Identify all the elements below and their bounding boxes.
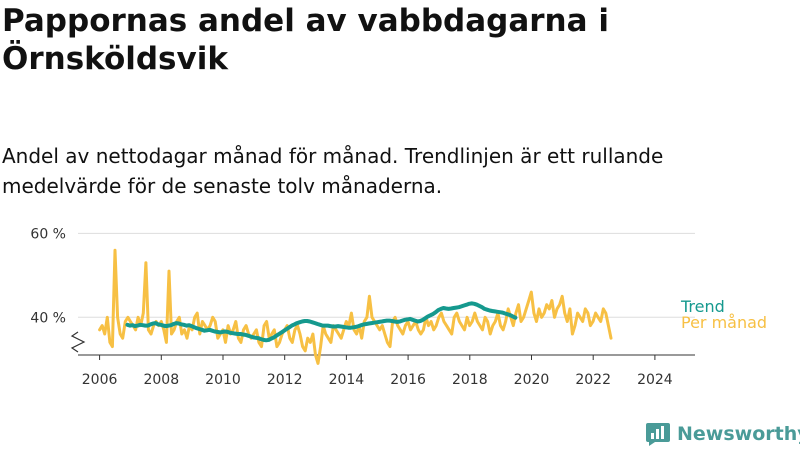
x-tick-label: 2022 <box>575 372 611 388</box>
chart-title: Pappornas andel av vabbdagarna i Örnsköl… <box>2 3 609 77</box>
axis-layer: 40 % 60 % 2006 2008 2010 2012 2014 2016 2018 2020… <box>30 226 695 388</box>
series-line <box>98 248 613 365</box>
x-tick-label: 2008 <box>143 372 179 388</box>
x-tick-label: 2018 <box>452 372 488 388</box>
grid-layer <box>78 232 695 318</box>
x-tick-label: 2016 <box>390 372 426 388</box>
x-tick-label: 2024 <box>637 372 673 388</box>
x-tick-label: 2012 <box>267 372 303 388</box>
x-tick-label: 2010 <box>205 372 241 388</box>
series-line <box>125 301 518 343</box>
axis-break-icon <box>70 331 86 353</box>
newsworthy-logo-icon <box>646 423 670 446</box>
y-tick-label: 60 % <box>30 226 66 242</box>
chart-subtitle: Andel av nettodagar månad för månad. Tre… <box>2 144 664 198</box>
newsworthy-logo: Newsworthy <box>645 421 800 447</box>
y-tick-label: 40 % <box>30 310 66 326</box>
x-tick-label: 2006 <box>82 372 118 388</box>
x-tick-label: 2014 <box>329 372 365 388</box>
series-layer <box>98 248 613 365</box>
x-tick-label: 2020 <box>514 372 550 388</box>
legend-label: Per månad <box>681 313 767 332</box>
legend-label: Trend <box>680 297 725 316</box>
brand-name: Newsworthy <box>677 423 800 445</box>
